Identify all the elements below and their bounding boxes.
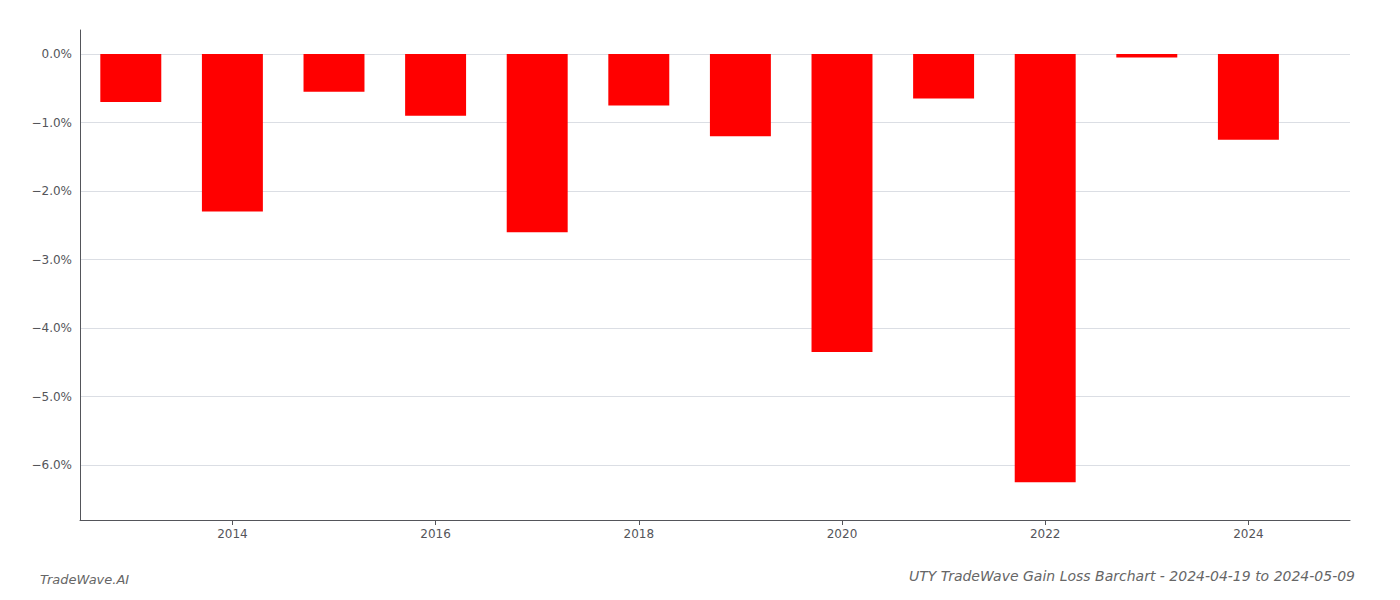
svg-text:2020: 2020 xyxy=(827,527,858,541)
svg-text:2024: 2024 xyxy=(1233,527,1264,541)
svg-text:UTY TradeWave Gain Loss Barcha: UTY TradeWave Gain Loss Barchart - 2024-… xyxy=(909,568,1355,584)
svg-text:0.0%: 0.0% xyxy=(42,47,73,61)
svg-text:TradeWave.AI: TradeWave.AI xyxy=(40,572,129,587)
svg-text:−1.0%: −1.0% xyxy=(31,116,72,130)
svg-text:2014: 2014 xyxy=(217,527,248,541)
svg-text:2016: 2016 xyxy=(420,527,451,541)
svg-text:−6.0%: −6.0% xyxy=(31,458,72,472)
svg-text:2022: 2022 xyxy=(1030,527,1061,541)
svg-text:−4.0%: −4.0% xyxy=(31,321,72,335)
svg-text:−3.0%: −3.0% xyxy=(31,253,72,267)
svg-text:−5.0%: −5.0% xyxy=(31,390,72,404)
svg-text:−2.0%: −2.0% xyxy=(31,184,72,198)
svg-text:2018: 2018 xyxy=(624,527,655,541)
